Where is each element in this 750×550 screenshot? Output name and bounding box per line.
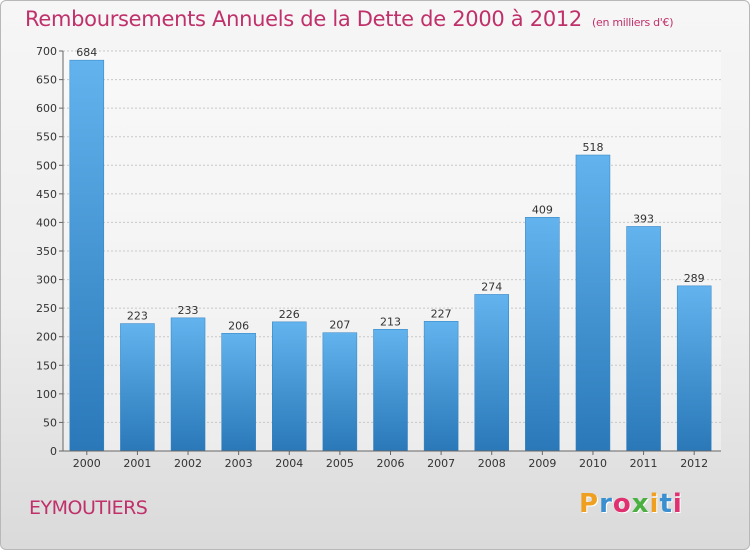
y-tick-label: 500: [36, 159, 57, 172]
bar-2010[interactable]: [575, 154, 611, 452]
data-label-2005: 207: [329, 319, 350, 332]
chart-subtitle: (en milliers d'€): [592, 16, 674, 29]
y-axis: 0 50 100 150 200 250 300 350 400 450 500 550 600 650 7…: [36, 45, 64, 458]
data-label-2010: 518: [582, 141, 603, 154]
bar-2004[interactable]: [272, 321, 307, 452]
x-tick-label-2003: 2003: [225, 457, 253, 470]
y-tick-label: 0: [50, 445, 57, 458]
x-tick-label-2007: 2007: [427, 457, 455, 470]
bar-2008[interactable]: [474, 294, 509, 452]
data-label-2012: 289: [684, 272, 705, 285]
bar-2009[interactable]: [525, 217, 560, 452]
y-tick-label: 450: [36, 188, 57, 201]
x-tick-label-2005: 2005: [326, 457, 354, 470]
y-tick-label: 250: [36, 302, 57, 315]
y-tick-label: 100: [36, 388, 57, 401]
x-tick-label-2000: 2000: [73, 457, 101, 470]
chart-title-text: Remboursements Annuels de la Dette de 20…: [25, 7, 582, 31]
commune-name: EYMOUTIERS: [29, 497, 148, 519]
bar-2002[interactable]: [170, 317, 206, 452]
data-label-2011: 393: [633, 212, 654, 225]
y-tick-label: 350: [36, 245, 57, 258]
y-tick-label: 600: [36, 102, 57, 115]
bar-2000[interactable]: [69, 59, 105, 452]
logo-letter: r: [599, 489, 613, 519]
bar-2011[interactable]: [626, 226, 661, 452]
x-tick-label-2011: 2011: [630, 457, 658, 470]
y-tick-label: 400: [36, 216, 57, 229]
y-tick-label: 700: [36, 45, 57, 58]
proxiti-logo[interactable]: Proxiti: [579, 489, 683, 519]
x-tick-label-2006: 2006: [377, 457, 405, 470]
bar-2006[interactable]: [373, 329, 408, 452]
logo-letter: x: [631, 489, 650, 519]
x-tick-label-2012: 2012: [680, 457, 708, 470]
logo-letter: i: [672, 489, 683, 519]
x-tick-label-2009: 2009: [528, 457, 556, 470]
x-tick-label-2001: 2001: [123, 457, 151, 470]
y-tick-label: 150: [36, 359, 57, 372]
bar-2012[interactable]: [676, 285, 712, 452]
logo-letter: o: [612, 489, 632, 519]
logo-letter: t: [659, 489, 673, 519]
data-label-2003: 206: [228, 319, 249, 332]
data-label-2002: 233: [178, 304, 199, 317]
bar-2007[interactable]: [423, 321, 459, 452]
bar-2003[interactable]: [221, 333, 256, 452]
data-label-2006: 213: [380, 315, 401, 328]
bar-2001[interactable]: [120, 323, 155, 452]
logo-letter: i: [649, 489, 660, 519]
bar-2005[interactable]: [322, 332, 358, 452]
data-label-2004: 226: [279, 308, 300, 321]
x-tick-label-2008: 2008: [478, 457, 506, 470]
logo-letter: P: [579, 489, 600, 519]
y-tick-label: 200: [36, 331, 57, 344]
bars: 684 223 233 206 226 207 213 227 274 409 518 393 289: [69, 46, 712, 452]
x-tick-label-2010: 2010: [579, 457, 607, 470]
x-axis: 2000 2001 2002 2003 2004 2005 2006 2007 2008 2009…: [63, 450, 721, 470]
x-tick-label-2002: 2002: [174, 457, 202, 470]
data-label-2000: 684: [76, 46, 97, 59]
y-tick-label: 650: [36, 74, 57, 87]
data-label-2001: 223: [127, 310, 148, 323]
chart-title: Remboursements Annuels de la Dette de 20…: [25, 7, 673, 31]
y-tick-label: 50: [43, 416, 57, 429]
x-tick-label-2004: 2004: [275, 457, 303, 470]
y-tick-label: 300: [36, 274, 57, 287]
data-label-2008: 274: [481, 280, 502, 293]
data-label-2007: 227: [431, 307, 452, 320]
data-label-2009: 409: [532, 203, 553, 216]
y-tick-label: 550: [36, 131, 57, 144]
